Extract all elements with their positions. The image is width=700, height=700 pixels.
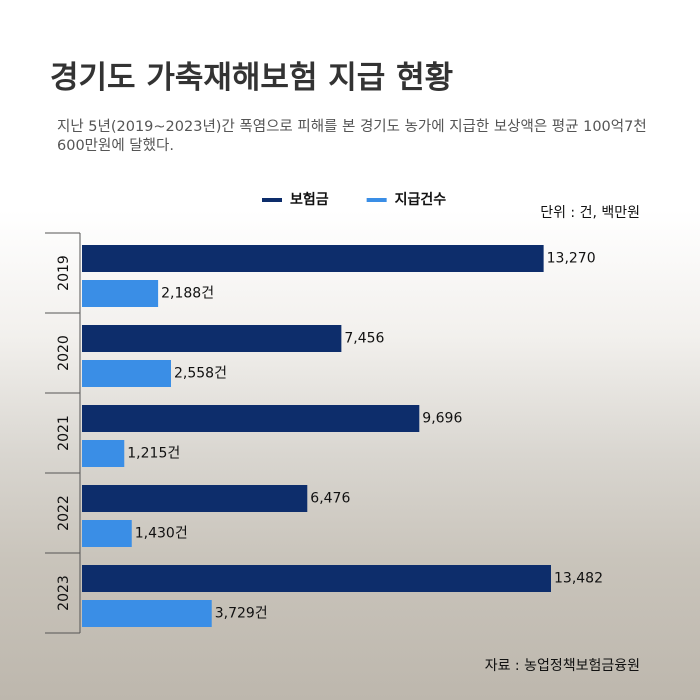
chart-title: 경기도 가축재해보험 지급 현황 [50,60,454,96]
unit-note: 단위 : 건, 백만원 [540,205,640,221]
source: 자료 : 농업정책보험금융원 [485,658,640,674]
bar [82,440,125,467]
bar [82,485,308,512]
value-label: 6,476 [310,491,350,507]
value-label: 1,215건 [127,446,180,462]
bar [82,325,342,352]
bar [82,600,212,627]
value-label: 13,482 [554,571,603,587]
value-label: 2,558건 [174,366,227,382]
value-label: 2,188건 [161,286,214,302]
chart-subtitle: 지난 5년(2019~2023년)간 폭염으로 피해를 본 경기도 농가에 지급… [57,119,647,154]
bar [82,245,544,272]
value-label: 1,430건 [135,526,188,542]
value-label: 13,270 [547,251,596,267]
y-tick-label: 2023 [56,575,72,611]
y-tick-label: 2021 [56,415,72,451]
y-tick-label: 2022 [56,495,72,531]
bar [82,565,551,592]
value-label: 7,456 [344,331,384,347]
bar [82,520,132,547]
bar [82,280,159,307]
bar [82,360,171,387]
value-label: 3,729건 [215,606,268,622]
legend-label: 지급건수 [395,191,447,208]
bar [82,405,420,432]
y-tick-label: 2020 [56,335,72,371]
y-tick-label: 2019 [56,255,72,291]
legend-label: 보험금 [290,191,329,208]
value-label: 9,696 [422,411,462,427]
